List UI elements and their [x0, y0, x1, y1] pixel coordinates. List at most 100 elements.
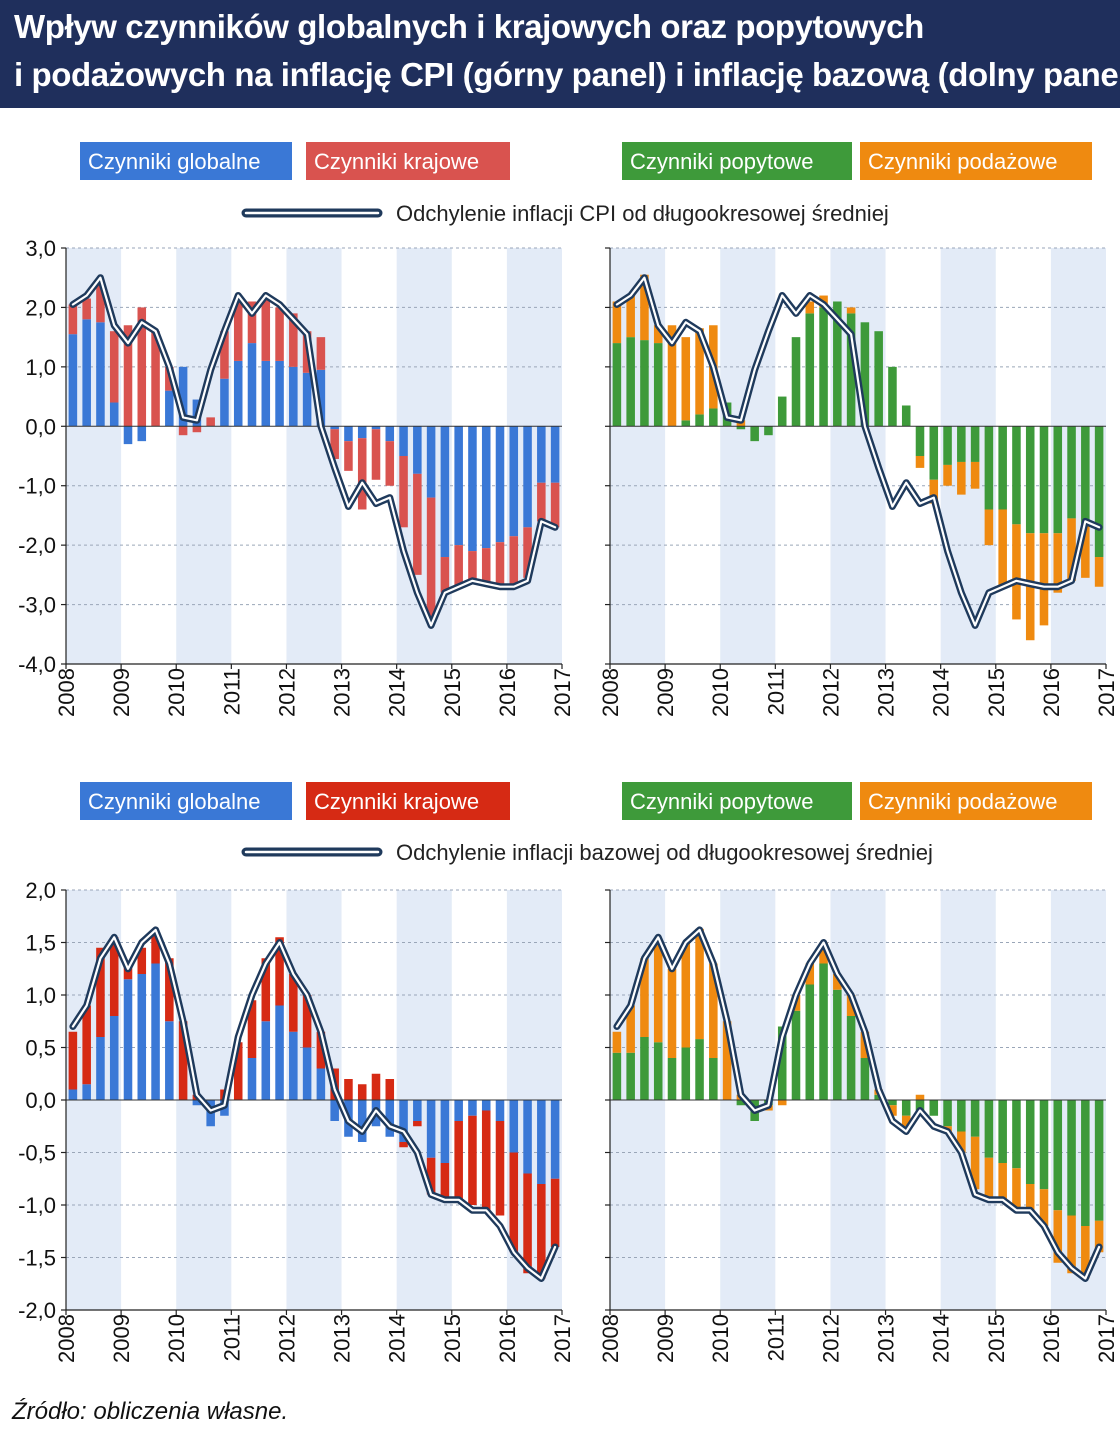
bar-b: [998, 509, 1007, 587]
xtick-label: 2012: [274, 1314, 299, 1363]
bar-b: [454, 1121, 463, 1200]
xtick-label: 2017: [1094, 668, 1119, 717]
xtick-label: 2009: [653, 668, 678, 717]
bar-a: [316, 369, 326, 427]
bar-b: [247, 301, 257, 344]
bar-b: [653, 325, 663, 344]
xtick-label: 2008: [54, 668, 79, 717]
bar-b: [495, 1121, 505, 1216]
panel-global-domestic: 2008 2009 2010 2011 2012 2013 2014 2015 2016 2017: [54, 247, 575, 717]
bar-a: [777, 396, 787, 427]
bar-b: [82, 1005, 91, 1085]
bar-a: [1025, 1100, 1035, 1184]
bar-a: [929, 426, 939, 480]
bar-a: [1081, 1100, 1090, 1226]
bar-b: [1053, 1210, 1063, 1263]
source-note: Źródło: obliczenia własne.: [12, 1398, 289, 1425]
bar-a: [640, 340, 649, 427]
bar-a: [440, 426, 450, 558]
bar-a: [151, 963, 160, 1100]
bar-a: [1012, 1100, 1021, 1169]
xtick-label: 2011: [219, 668, 244, 715]
xtick-label: 2010: [708, 668, 733, 717]
bar-a: [1067, 1100, 1076, 1216]
bar-a: [454, 426, 463, 546]
legend-domestic-label: Czynniki krajowe: [314, 789, 479, 814]
bar-b: [640, 274, 649, 341]
deviation-line: [71, 276, 557, 627]
bar-a: [736, 426, 746, 430]
bar-b: [137, 947, 147, 974]
title-bar: Wpływ czynników globalnych i krajowych o…: [0, 0, 1120, 108]
bar-a: [261, 1021, 271, 1100]
bar-a: [667, 1058, 677, 1100]
ytick-label: 2,0: [25, 878, 56, 903]
legend-global-label: Czynniki globalne: [88, 149, 260, 174]
bar-a: [137, 974, 147, 1100]
bar-b: [957, 1131, 966, 1153]
bar-a: [426, 426, 436, 498]
bar-a: [709, 408, 718, 427]
bar-b: [165, 958, 174, 1022]
xtick-label: 2014: [385, 1314, 410, 1363]
bar-b: [984, 1157, 994, 1200]
bar-b: [316, 1031, 326, 1069]
panel-global-domestic: 2008 2009 2010 2011 2012 2013 2014 2015 2016 2017: [54, 889, 575, 1363]
xtick-label: 2014: [929, 1314, 954, 1363]
bar-a: [165, 1021, 174, 1100]
legend-global-swatch: [80, 142, 292, 180]
bar-a: [275, 360, 284, 427]
bar-a: [523, 1100, 532, 1174]
bar-a: [805, 313, 815, 427]
xtick-label: 2015: [440, 668, 465, 717]
bar-a: [247, 343, 257, 427]
ytick-label: -4,0: [18, 652, 56, 677]
bar-b: [413, 473, 422, 575]
bar-a: [750, 426, 759, 442]
bar-a: [509, 1100, 519, 1153]
xtick-label: 2013: [330, 1314, 355, 1363]
bar-a: [96, 1037, 105, 1100]
bar-b: [1081, 524, 1090, 578]
bar-b: [371, 1073, 381, 1100]
bar-b: [1053, 533, 1063, 593]
bar-a: [330, 426, 339, 430]
xtick-label: 2013: [874, 668, 899, 717]
bar-b: [385, 1079, 395, 1100]
bar-a: [537, 1100, 546, 1184]
bar-b: [1025, 1184, 1035, 1211]
ytick-label: -1,5: [18, 1246, 56, 1271]
bar-b: [984, 509, 994, 546]
bar-b: [1039, 533, 1049, 626]
ytick-label: -2,0: [18, 1298, 56, 1323]
ytick-label: 1,5: [25, 931, 56, 956]
bar-a: [970, 426, 980, 462]
chart-cpi: Czynniki globalne Czynniki krajowe Czynnik…: [18, 142, 1119, 717]
panel-demand-supply: 2008 2009 2010 2011 2012 2013 2014 2015 2016 2017: [598, 247, 1119, 717]
bar-a: [819, 963, 828, 1100]
bar-a: [495, 426, 505, 543]
bar-a: [509, 426, 519, 537]
bar-b: [137, 307, 147, 427]
bar-b: [68, 1031, 78, 1090]
year-band: [720, 248, 776, 664]
bar-a: [1094, 1100, 1104, 1221]
bar-b: [426, 1157, 436, 1195]
bar-a: [612, 343, 622, 427]
bar-a: [233, 360, 243, 427]
bar-b: [357, 438, 367, 510]
bar-b: [640, 958, 649, 1037]
bar-a: [653, 1042, 663, 1100]
chart-core: Czynniki globalne Czynniki krajowe Czynnik…: [18, 782, 1119, 1363]
xtick-label: 2011: [763, 1314, 788, 1361]
bar-b: [1067, 518, 1076, 581]
bar-b: [192, 426, 202, 433]
bar-b: [998, 1163, 1007, 1200]
legend: Czynniki globalne Czynniki krajowe Czynnik…: [80, 142, 1092, 226]
bar-b: [1012, 1168, 1021, 1211]
legend-line-label: Odchylenie inflacji CPI od długookresowe…: [396, 201, 889, 226]
bar-a: [96, 322, 105, 427]
bar-a: [957, 426, 966, 462]
bar-b: [344, 1079, 353, 1100]
bar-b: [96, 280, 105, 323]
